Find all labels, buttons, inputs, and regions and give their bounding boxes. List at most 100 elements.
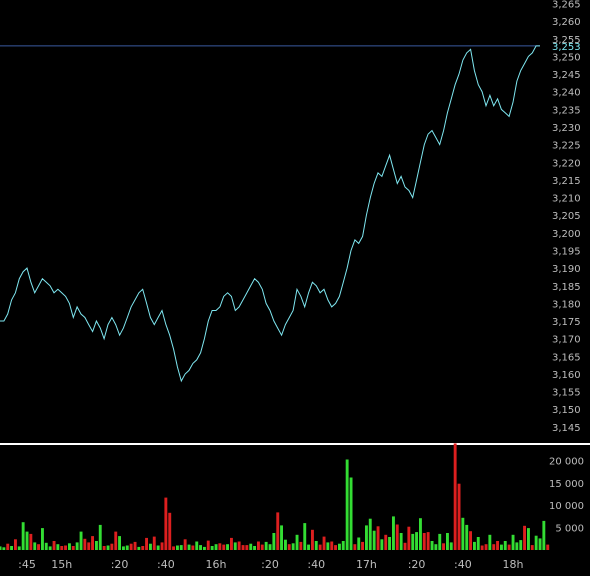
volume-bar [449, 542, 453, 550]
time-tick-label: :20 [111, 558, 129, 571]
price-tick-label: 3,255 [552, 35, 581, 46]
time-axis: :45 15h:20:40 16h:20:40 17h:20:40 18h [18, 558, 523, 571]
volume-bar [233, 542, 237, 550]
volume-bar [137, 546, 141, 550]
volume-bar [295, 534, 299, 550]
volume-bar [199, 545, 202, 550]
volume-bar [338, 543, 341, 550]
price-tick-label: 3,225 [552, 141, 581, 152]
price-tick-label: 3,250 [552, 52, 581, 63]
volume-bar [56, 544, 60, 550]
volume-bar [488, 534, 492, 550]
volume-bar [538, 538, 542, 550]
volume-bar [330, 541, 334, 550]
volume-bar [276, 512, 280, 550]
volume-bar [218, 543, 222, 550]
volume-bar [237, 541, 241, 550]
price-tick-label: 3,150 [552, 405, 581, 416]
volume-bar [10, 546, 13, 550]
price-tick-label: 3,240 [552, 88, 581, 99]
volume-bar [496, 541, 499, 550]
price-tick-label: 3,265 [552, 0, 581, 11]
volume-bar [79, 531, 83, 550]
volume-bar [438, 533, 442, 550]
volume-bar [152, 536, 156, 550]
price-tick-label: 3,235 [552, 105, 581, 116]
volume-bar [399, 533, 403, 550]
volume-bar [83, 538, 87, 550]
volume-bar [187, 544, 191, 550]
volume-bar [422, 533, 426, 550]
volume-bar [334, 545, 337, 550]
volume-bar [303, 523, 307, 550]
volume-bar [245, 545, 249, 550]
volume-bar [68, 543, 71, 550]
volume-bar [71, 546, 75, 550]
volume-bar [268, 544, 272, 550]
volume-bar [546, 544, 550, 550]
volume-bar [357, 537, 361, 550]
price-tick-label: 3,190 [552, 264, 581, 275]
price-tick-label: 3,180 [552, 299, 581, 310]
price-tick-label: 3,195 [552, 246, 581, 257]
volume-bar [523, 525, 526, 550]
time-tick-label: 17h [356, 558, 377, 571]
price-tick-label: 3,245 [552, 70, 581, 81]
volume-bar [372, 530, 376, 550]
volume-bar [264, 541, 268, 550]
volume-bar [145, 537, 148, 550]
volume-bar [226, 544, 229, 550]
volume-bar [160, 542, 164, 550]
volume-bar [361, 541, 364, 550]
volume-bar [183, 539, 187, 550]
time-tick-label: :20 [261, 558, 279, 571]
volume-bar [395, 524, 399, 550]
volume-bar [172, 546, 175, 550]
time-tick-label: :40 [454, 558, 472, 571]
volume-bar [6, 543, 10, 550]
volume-bar [419, 518, 422, 550]
volume-bar [415, 532, 418, 550]
volume-bar [318, 544, 322, 550]
volume-bar [203, 546, 206, 550]
price-tick-label: 3,210 [552, 194, 581, 205]
volume-bar [511, 534, 515, 550]
volume-tick-label: 15 000 [549, 479, 584, 490]
volume-bar [411, 533, 415, 550]
time-tick-label: 16h [206, 558, 227, 571]
volume-bar [287, 544, 291, 550]
volume-bar [60, 546, 64, 550]
volume-bar [156, 545, 160, 550]
volume-bar [403, 542, 407, 550]
price-axis: 3,145 3,150 3,155 3,160 3,165 3,170 3,175 3,180… [552, 0, 581, 434]
time-tick-label: 15h [51, 558, 72, 571]
volume-bar [484, 544, 488, 550]
volume-bar [365, 525, 368, 550]
volume-bar [461, 517, 465, 550]
volume-bar [17, 546, 21, 550]
volume-bar [41, 528, 44, 550]
volume-bar [314, 541, 318, 550]
volume-bar [465, 524, 469, 550]
volume-bar [322, 536, 326, 550]
volume-bar [133, 541, 137, 550]
volume-tick-label: 20 000 [549, 456, 584, 467]
volume-bar [210, 546, 214, 550]
volume-bar [280, 525, 283, 550]
volume-bar [114, 531, 118, 550]
volume-bar [14, 539, 17, 550]
volume-bar [384, 534, 388, 550]
volume-bar [492, 544, 496, 550]
volume-bar [2, 547, 6, 550]
time-tick-label: :45 [18, 558, 36, 571]
volume-bar [453, 443, 457, 550]
volume-bar [222, 544, 226, 550]
price-tick-label: 3,200 [552, 229, 581, 240]
price-tick-label: 3,160 [552, 370, 581, 381]
price-tick-label: 3,185 [552, 282, 581, 293]
volume-bar [257, 541, 260, 550]
volume-bar [106, 545, 110, 550]
volume-bar [91, 536, 94, 550]
last-price-label: 3,253 [552, 42, 581, 53]
